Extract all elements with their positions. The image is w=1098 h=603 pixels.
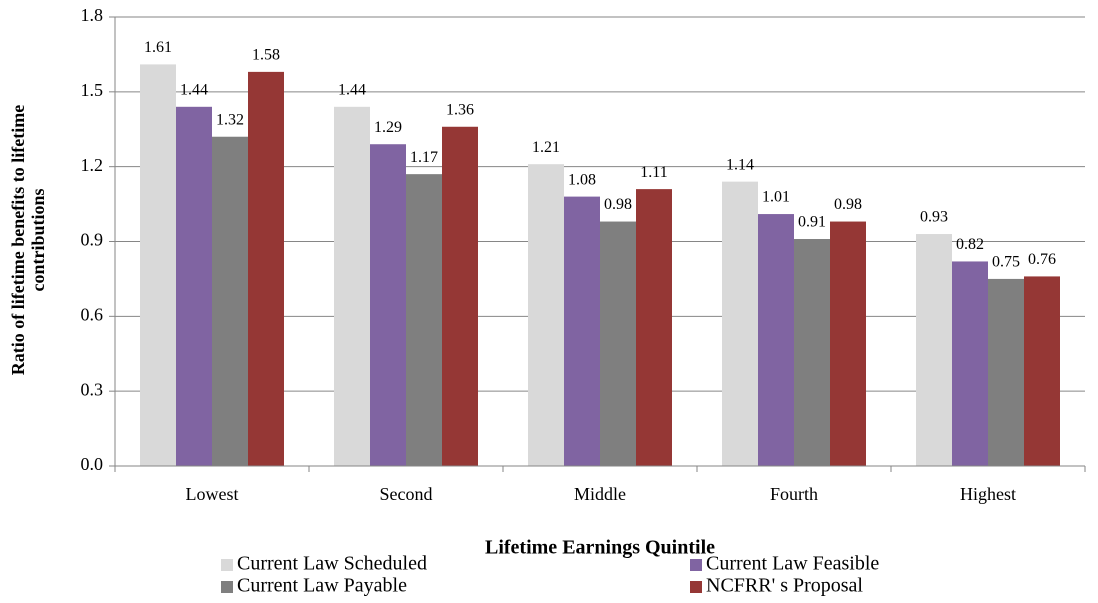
y-tick-label: 0.6 — [81, 304, 104, 324]
bar — [636, 189, 672, 466]
legend-label: NCFRR' s Proposal — [706, 575, 863, 597]
value-label: 1.01 — [762, 189, 790, 206]
value-label: 0.91 — [798, 214, 826, 231]
x-tick-label: Lowest — [186, 484, 239, 504]
bar — [248, 71, 284, 466]
y-tick-label: 0.3 — [81, 379, 104, 399]
value-label: 0.82 — [956, 236, 984, 253]
bar — [794, 239, 830, 466]
bar — [988, 278, 1024, 466]
bar — [830, 221, 866, 466]
value-label: 1.08 — [568, 171, 596, 188]
value-label: 1.58 — [252, 47, 280, 64]
bar — [758, 214, 794, 466]
y-tick-label: 1.8 — [81, 5, 104, 25]
value-label: 1.32 — [216, 111, 244, 128]
value-label: 0.98 — [834, 196, 862, 213]
bar — [140, 64, 176, 467]
legend-swatch — [221, 581, 233, 593]
value-label: 1.29 — [374, 119, 402, 136]
bar — [370, 144, 406, 466]
legend-swatch — [690, 559, 702, 571]
value-label: 1.17 — [410, 149, 438, 166]
bar — [916, 234, 952, 466]
value-label: 1.14 — [726, 156, 754, 173]
x-tick-label: Middle — [574, 484, 626, 504]
bar — [722, 181, 758, 466]
value-label: 1.21 — [532, 139, 560, 156]
value-label: 0.76 — [1028, 251, 1056, 268]
bar — [1024, 276, 1060, 466]
y-axis-title: Ratio of lifetime benefits to lifetime — [8, 105, 28, 375]
legend-label: Current Law Feasible — [706, 553, 879, 575]
value-label: 1.36 — [446, 101, 474, 118]
value-label: 1.44 — [338, 81, 366, 98]
bar — [442, 126, 478, 466]
bar — [528, 164, 564, 466]
bar — [212, 136, 248, 466]
value-label: 1.44 — [180, 81, 208, 98]
y-tick-label: 0.9 — [81, 230, 104, 250]
legend-label: Current Law Payable — [237, 575, 407, 597]
y-tick-label: 0.0 — [81, 454, 104, 474]
bar — [334, 106, 370, 467]
legend-label: Current Law Scheduled — [237, 553, 427, 575]
value-label: 1.61 — [144, 39, 172, 56]
x-axis-title: Lifetime Earnings Quintile — [485, 537, 715, 559]
legend-swatch — [221, 559, 233, 571]
legend-swatch — [690, 581, 702, 593]
x-tick-label: Highest — [960, 484, 1016, 504]
y-axis-title: contributions — [28, 188, 48, 291]
y-tick-label: 1.5 — [81, 80, 104, 100]
x-tick-label: Second — [380, 484, 433, 504]
y-tick-label: 1.2 — [81, 155, 104, 175]
value-label: 1.11 — [640, 164, 667, 181]
bar — [176, 106, 212, 467]
value-label: 0.93 — [920, 209, 948, 226]
bar — [406, 174, 442, 466]
value-label: 0.75 — [992, 254, 1020, 271]
value-label: 0.98 — [604, 196, 632, 213]
bar — [564, 196, 600, 466]
bar — [600, 221, 636, 466]
x-tick-label: Fourth — [770, 484, 818, 504]
bar — [952, 261, 988, 466]
